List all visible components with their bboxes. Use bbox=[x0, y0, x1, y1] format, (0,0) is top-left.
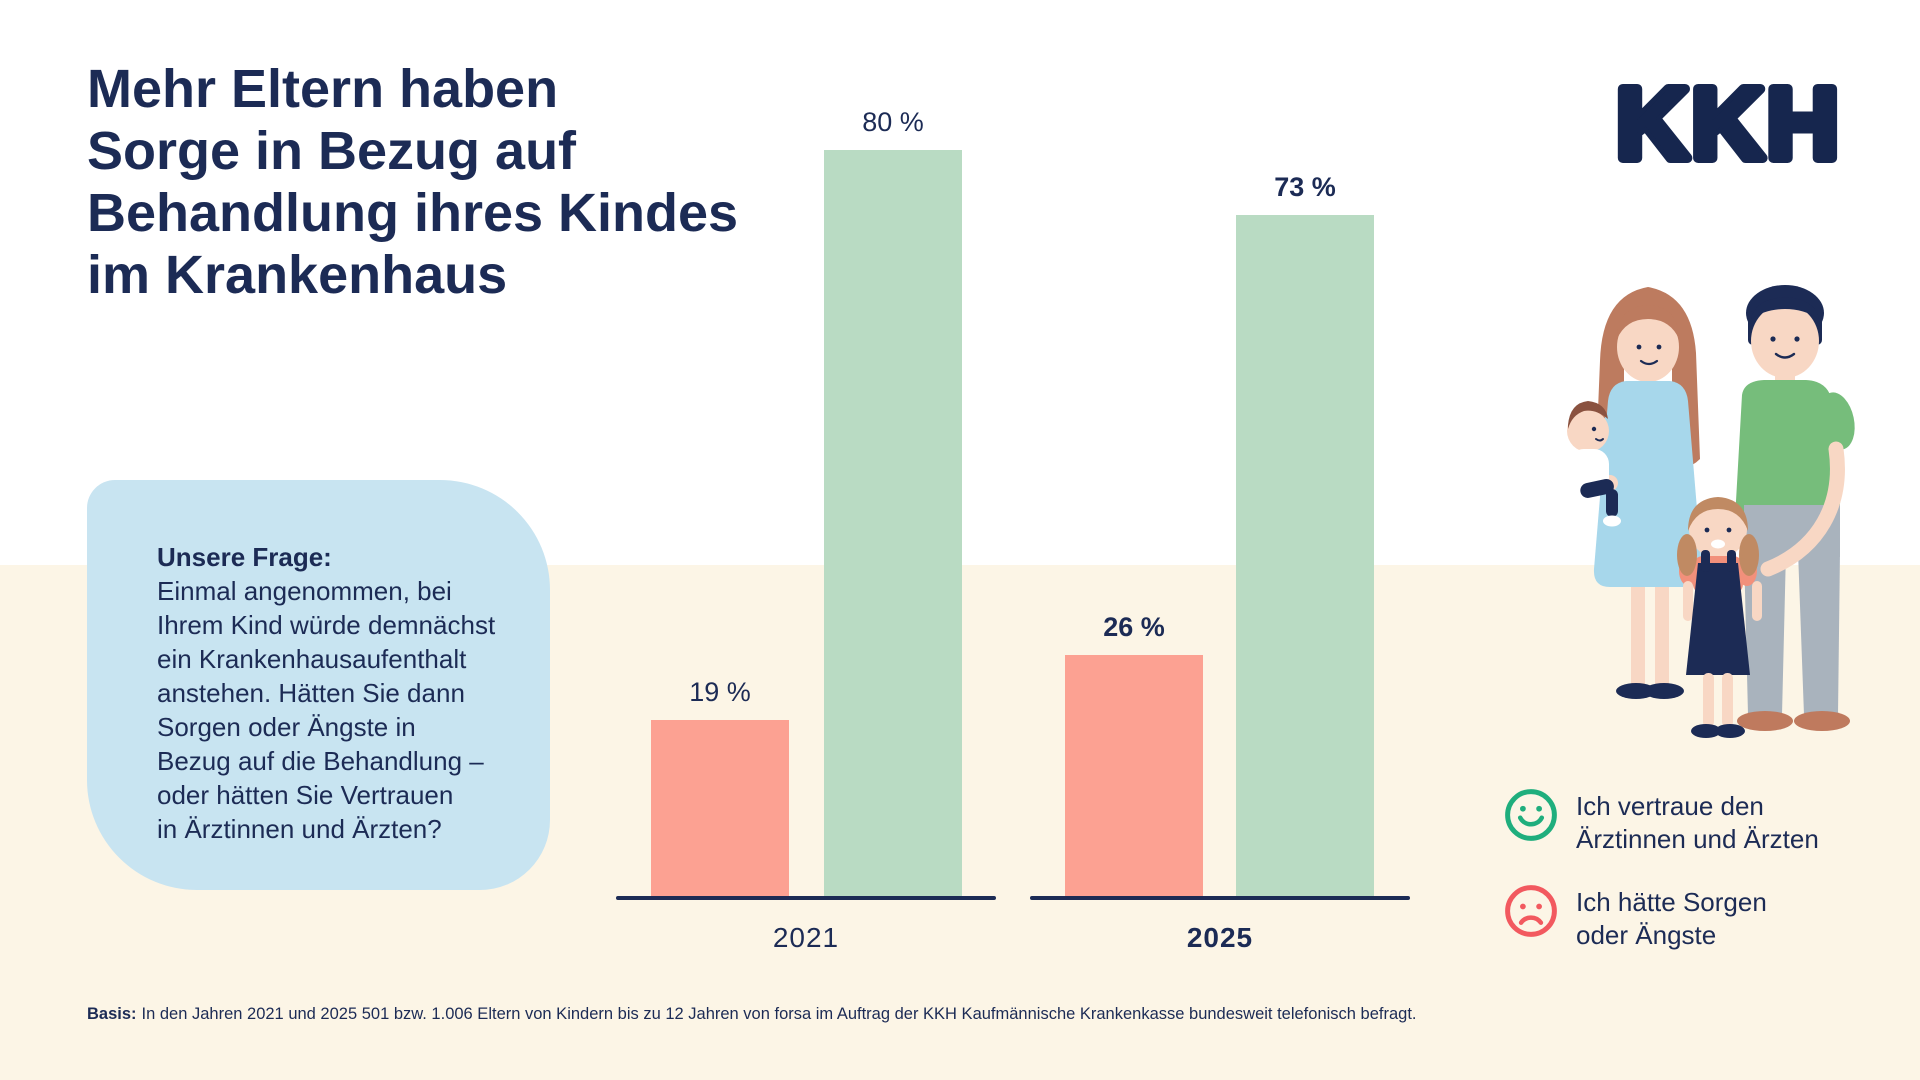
bar-value-label: 19 % bbox=[689, 677, 751, 707]
axis-line-2025 bbox=[1030, 896, 1410, 900]
x-label-2025: 2025 bbox=[1186, 922, 1254, 953]
footer-source-text: In den Jahren 2021 und 2025 501 bzw. 1.0… bbox=[141, 1005, 1417, 1023]
legend-item-sorgen: Ich hätte Sorgen oder Ängste bbox=[1504, 884, 1767, 952]
question-line: Sorgen oder Ängste in bbox=[157, 712, 416, 742]
question-line: Bezug auf die Behandlung – bbox=[157, 746, 484, 776]
bar-rect-salmon bbox=[651, 720, 789, 898]
question-line: anstehen. Hätten Sie dann bbox=[157, 678, 465, 708]
legend-item-vertrauen: Ich vertraue den Ärztinnen und Ärzten bbox=[1504, 788, 1819, 856]
question-line: Einmal angenommen, bei bbox=[157, 576, 452, 606]
bar-2025-vertrauen: 73 % bbox=[1236, 0, 1374, 898]
question-line: Ihrem Kind würde demnächst bbox=[157, 610, 496, 640]
question-line: in Ärztinnen und Ärzten? bbox=[157, 814, 442, 844]
bar-value-label: 73 % bbox=[1274, 172, 1336, 202]
kkh-logo: KKH bbox=[1611, 63, 1844, 178]
bar-2021-vertrauen: 80 % bbox=[824, 0, 962, 898]
footer-source-note: Basis: In den Jahren 2021 und 2025 501 bz… bbox=[87, 1005, 1417, 1024]
page-title-line: Behandlung ihres Kindes bbox=[87, 183, 739, 243]
legend-label: Ich hätte Sorgen oder Ängste bbox=[1576, 884, 1767, 952]
question-heading: Unsere Frage: bbox=[157, 542, 332, 572]
bar-value-label: 26 % bbox=[1103, 612, 1165, 642]
question-line: ein Krankenhausaufenthalt bbox=[157, 644, 467, 674]
kkh-logo-text: KKH bbox=[1616, 68, 1842, 178]
legend-label-line: Ich vertraue den bbox=[1576, 791, 1764, 821]
daughter-figure bbox=[1677, 497, 1762, 738]
bar-2025-sorgen: 26 % bbox=[1065, 0, 1203, 898]
x-label-2021: 2021 bbox=[772, 922, 840, 953]
question-box: Unsere Frage: Einmal angenommen, bei Ihr… bbox=[87, 480, 550, 890]
father-figure bbox=[1735, 285, 1855, 731]
page-title-line: Sorge in Bezug auf bbox=[87, 121, 577, 181]
smiley-happy-icon bbox=[1505, 789, 1557, 841]
legend-label: Ich vertraue den Ärztinnen und Ärzten bbox=[1576, 788, 1819, 856]
bar-rect-green bbox=[1236, 215, 1374, 898]
bar-rect-salmon bbox=[1065, 655, 1203, 898]
bar-2021-sorgen: 19 % bbox=[651, 0, 789, 898]
axis-line-2021 bbox=[616, 896, 996, 900]
bar-value-label: 80 % bbox=[862, 107, 924, 137]
legend-label-line: oder Ängste bbox=[1576, 920, 1717, 950]
family-illustration bbox=[1567, 285, 1855, 738]
footer-source-label: Basis: bbox=[87, 1005, 137, 1023]
page-title-line: Mehr Eltern haben bbox=[87, 59, 559, 119]
page-title-line: im Krankenhaus bbox=[87, 245, 508, 305]
father-arm bbox=[1760, 441, 1845, 577]
page-title: Mehr Eltern haben Sorge in Bezug auf Beh… bbox=[87, 58, 738, 306]
smiley-sad-icon bbox=[1505, 885, 1557, 937]
question-line: oder hätten Sie Vertrauen bbox=[157, 780, 454, 810]
baby-figure bbox=[1567, 401, 1621, 527]
bar-rect-green bbox=[824, 150, 962, 898]
legend-label-line: Ärztinnen und Ärzten bbox=[1576, 824, 1819, 854]
legend-label-line: Ich hätte Sorgen bbox=[1576, 887, 1767, 917]
